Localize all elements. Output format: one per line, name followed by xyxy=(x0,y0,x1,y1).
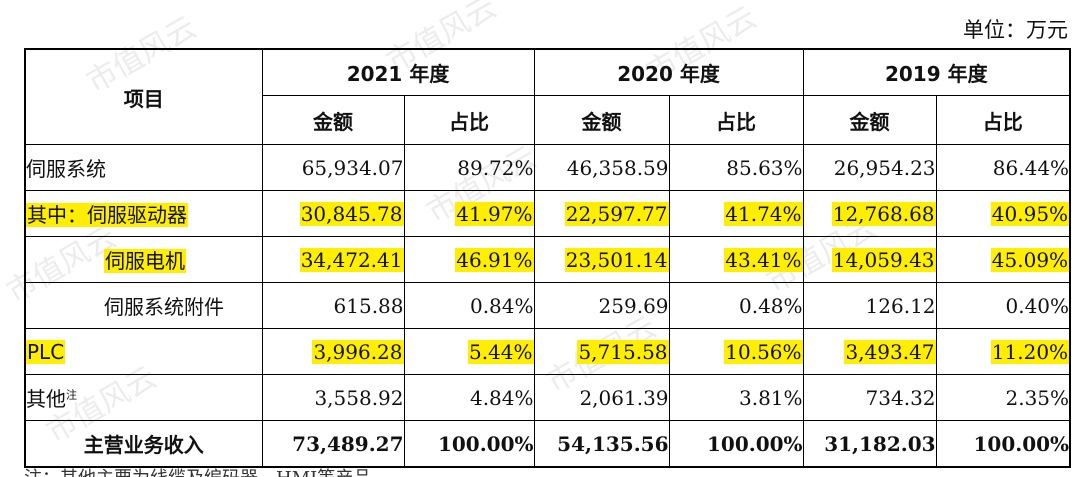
header-ratio: 占比 xyxy=(668,95,804,145)
cell-value: 2.35% xyxy=(935,374,1071,421)
unit-label: 单位：万元 xyxy=(963,18,1068,42)
cell-value: 89.72% xyxy=(403,144,535,191)
header-year-2019: 2019 年度 xyxy=(802,48,1071,96)
header-year-2020: 2020 年度 xyxy=(533,48,804,96)
footnote-text: 注：其他主要为线缆及编码器、HMI等产品 xyxy=(24,466,724,477)
cell-value: 45.09% xyxy=(990,247,1070,272)
footnote-marker: 注 xyxy=(66,388,77,402)
cell-value: 126.12 xyxy=(802,282,937,329)
row-label: 伺服电机 xyxy=(104,249,186,273)
cell-value: 4.84% xyxy=(403,374,535,421)
table-row: 伺服电机 34,472.41 46.91% 23,501.14 43.41% 1… xyxy=(24,236,1071,283)
table-row-total: 主营业务收入 73,489.27 100.00% 54,135.56 100.0… xyxy=(24,420,1071,468)
cell-value: 3.81% xyxy=(668,374,804,421)
cell-value: 100.00% xyxy=(668,420,804,468)
cell-value: 23,501.14 xyxy=(564,247,669,272)
cell-value: 54,135.56 xyxy=(533,420,670,468)
cell-value: 5,715.58 xyxy=(577,339,669,364)
row-label: 主营业务收入 xyxy=(24,420,263,468)
cell-value: 46.91% xyxy=(455,247,534,272)
header-ratio: 占比 xyxy=(935,95,1071,145)
table-row: 伺服系统附件 615.88 0.84% 259.69 0.48% 126.12 … xyxy=(24,282,1071,329)
cell-value: 3,558.92 xyxy=(261,374,405,421)
table-row: 其他注 3,558.92 4.84% 2,061.39 3.81% 734.32… xyxy=(24,374,1071,421)
cell-value: 2,061.39 xyxy=(533,374,670,421)
cell-value: 12,768.68 xyxy=(831,201,936,226)
cell-value: 30,845.78 xyxy=(299,201,404,226)
cell-value: 259.69 xyxy=(533,282,670,329)
header-amount: 金额 xyxy=(261,95,405,145)
row-label: 其中：伺服驱动器 xyxy=(26,203,188,227)
cell-value: 615.88 xyxy=(261,282,405,329)
cell-value: 86.44% xyxy=(935,144,1071,191)
cell-value: 5.44% xyxy=(467,339,534,364)
cell-value: 0.40% xyxy=(935,282,1071,329)
cell-value: 3,493.47 xyxy=(844,339,936,364)
row-label: 伺服系统附件 xyxy=(24,282,263,329)
cell-value: 14,059.43 xyxy=(831,247,936,272)
cell-value: 46,358.59 xyxy=(533,144,670,191)
cell-value: 65,934.07 xyxy=(261,144,405,191)
revenue-table: 项目 2021 年度 2020 年度 2019 年度 金额 占比 金额 占比 金… xyxy=(24,48,1072,468)
cell-value: 73,489.27 xyxy=(261,420,405,468)
cell-value: 34,472.41 xyxy=(299,247,404,272)
cell-value: 85.63% xyxy=(668,144,804,191)
cell-value: 100.00% xyxy=(935,420,1071,468)
cell-value: 0.84% xyxy=(403,282,535,329)
table-row: 其中：伺服驱动器 30,845.78 41.97% 22,597.77 41.7… xyxy=(24,190,1071,237)
cell-value: 41.74% xyxy=(724,201,803,226)
cell-value: 26,954.23 xyxy=(802,144,937,191)
cell-value: 40.95% xyxy=(990,201,1070,226)
cell-value: 43.41% xyxy=(724,247,803,272)
header-row-years: 项目 2021 年度 2020 年度 2019 年度 xyxy=(24,48,1071,145)
cell-value: 734.32 xyxy=(802,374,937,421)
cell-value: 10.56% xyxy=(724,339,803,364)
cell-value: 100.00% xyxy=(403,420,535,468)
header-year-2021: 2021 年度 xyxy=(261,48,535,96)
table-row: PLC 3,996.28 5.44% 5,715.58 10.56% 3,493… xyxy=(24,328,1071,375)
cell-value: 0.48% xyxy=(668,282,804,329)
header-item: 项目 xyxy=(24,48,263,145)
header-amount: 金额 xyxy=(533,95,670,145)
cell-value: 11.20% xyxy=(990,339,1070,364)
cell-value: 3,996.28 xyxy=(312,339,404,364)
cell-value: 41.97% xyxy=(455,201,534,226)
row-label: PLC xyxy=(26,339,66,364)
table-row: 伺服系统 65,934.07 89.72% 46,358.59 85.63% 2… xyxy=(24,144,1071,191)
cell-value: 31,182.03 xyxy=(802,420,937,468)
row-label: 伺服系统 xyxy=(24,144,263,191)
header-ratio: 占比 xyxy=(403,95,535,145)
row-label: 其他 xyxy=(26,387,66,411)
header-amount: 金额 xyxy=(802,95,937,145)
cell-value: 22,597.77 xyxy=(564,201,669,226)
